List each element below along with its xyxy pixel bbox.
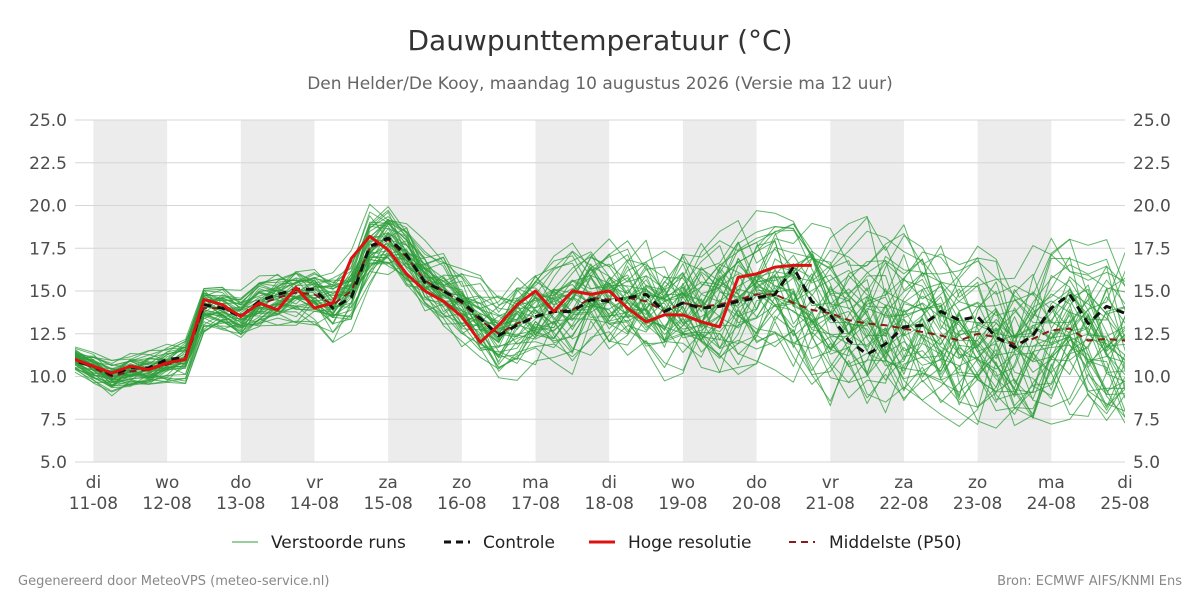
y-tick-right-label: 10.0 <box>1133 368 1171 388</box>
y-tick-right-label: 5.0 <box>1133 453 1160 473</box>
x-tick-date-label: 20-08 <box>732 494 781 514</box>
chart-title: Dauwpunttemperatuur (°C) <box>407 24 792 57</box>
ensemble-member-line <box>75 216 1125 371</box>
ensemble-member-line <box>75 250 1125 427</box>
legend-label-members: Verstoorde runs <box>271 533 406 553</box>
x-tick-day-label: za <box>378 473 397 493</box>
ensemble-member-line <box>75 215 1125 388</box>
legend-item-hres: Hoge resolutie <box>589 533 752 553</box>
x-tick-date-label: 24-08 <box>1027 494 1076 514</box>
x-tick-day-label: ma <box>522 473 549 493</box>
x-tick-day-label: zo <box>452 473 471 493</box>
x-tick-date-label: 17-08 <box>511 494 560 514</box>
ensemble-member-line <box>75 239 1125 418</box>
x-tick-day-label: ma <box>1038 473 1065 493</box>
main-series-group <box>75 234 1125 378</box>
x-tick-date-label: 23-08 <box>953 494 1002 514</box>
ensemble-member-line <box>75 262 1125 388</box>
x-tick-day-label: di <box>601 473 617 493</box>
ensemble-member-line <box>75 232 1125 424</box>
x-tick-date-label: 16-08 <box>437 494 486 514</box>
x-tick-date-label: 25-08 <box>1100 494 1149 514</box>
x-tick-day-label: vr <box>306 473 323 493</box>
ensemble-member-line <box>75 239 1125 425</box>
y-tick-right-label: 25.0 <box>1133 111 1171 131</box>
chart-subtitle: Den Helder/De Kooy, maandag 10 augustus … <box>307 74 893 94</box>
x-tick-date-label: 14-08 <box>290 494 339 514</box>
x-tick-date-label: 11-08 <box>69 494 118 514</box>
x-tick-date-label: 19-08 <box>658 494 707 514</box>
x-tick-day-label: di <box>1117 473 1133 493</box>
x-tick-day-label: vr <box>822 473 839 493</box>
y-axis-right: 5.0 7.5 10.0 12.5 15.0 17.5 20.0 22.5 25.0 <box>1133 111 1171 473</box>
x-tick-date-label: 22-08 <box>879 494 928 514</box>
y-tick-left-label: 10.0 <box>29 368 67 388</box>
x-tick-day-label: wo <box>155 473 179 493</box>
footer-credit: Gegenereerd door MeteoVPS (meteo-service… <box>18 574 329 589</box>
x-tick-date-label: 13-08 <box>216 494 265 514</box>
x-tick-date-label: 12-08 <box>142 494 191 514</box>
legend: Verstoorde runs Controle Hoge resolutie … <box>232 533 962 553</box>
y-tick-left-label: 5.0 <box>40 453 67 473</box>
x-tick-day-label: zo <box>968 473 987 493</box>
legend-label-hres: Hoge resolutie <box>628 533 752 553</box>
legend-item-median: Middelste (P50) <box>789 533 962 553</box>
ensemble-member-line <box>75 245 1125 392</box>
legend-label-median: Middelste (P50) <box>829 533 962 553</box>
x-tick-day-label: wo <box>671 473 695 493</box>
hres-series-line <box>75 234 812 375</box>
x-tick-date-label: 18-08 <box>585 494 634 514</box>
ensemble-member-line <box>75 210 1125 376</box>
ensemble-member-line <box>75 211 1125 379</box>
legend-item-members: Verstoorde runs <box>232 533 406 553</box>
ensemble-member-line <box>75 217 1125 374</box>
y-tick-left-label: 17.5 <box>29 239 67 259</box>
y-tick-right-label: 7.5 <box>1133 410 1160 430</box>
footer-source: Bron: ECMWF AIFS/KNMI Ens <box>997 574 1182 589</box>
y-tick-left-label: 22.5 <box>29 154 67 174</box>
y-tick-right-label: 15.0 <box>1133 282 1171 302</box>
y-tick-right-label: 12.5 <box>1133 325 1171 345</box>
ensemble-members-group <box>75 203 1125 429</box>
x-axis: di11-08wo12-08do13-08vr14-08za15-08zo16-… <box>69 473 1150 514</box>
y-tick-left-label: 25.0 <box>29 111 67 131</box>
legend-label-control: Controle <box>483 533 555 553</box>
x-tick-day-label: za <box>894 473 913 493</box>
legend-item-control: Controle <box>444 533 555 553</box>
x-tick-day-label: do <box>746 473 767 493</box>
y-tick-right-label: 17.5 <box>1133 239 1171 259</box>
x-tick-date-label: 15-08 <box>363 494 412 514</box>
x-tick-day-label: do <box>230 473 251 493</box>
y-axis-left: 5.0 7.5 10.0 12.5 15.0 17.5 20.0 22.5 25.0 <box>29 111 67 473</box>
ensemble-member-line <box>75 220 1125 379</box>
ensemble-member-line <box>75 203 1125 363</box>
y-tick-right-label: 20.0 <box>1133 197 1171 217</box>
x-tick-day-label: di <box>86 473 102 493</box>
y-tick-right-label: 22.5 <box>1133 154 1171 174</box>
x-tick-date-label: 21-08 <box>806 494 855 514</box>
y-tick-left-label: 7.5 <box>40 410 67 430</box>
y-tick-left-label: 12.5 <box>29 325 67 345</box>
y-tick-left-label: 15.0 <box>29 282 67 302</box>
y-tick-left-label: 20.0 <box>29 197 67 217</box>
